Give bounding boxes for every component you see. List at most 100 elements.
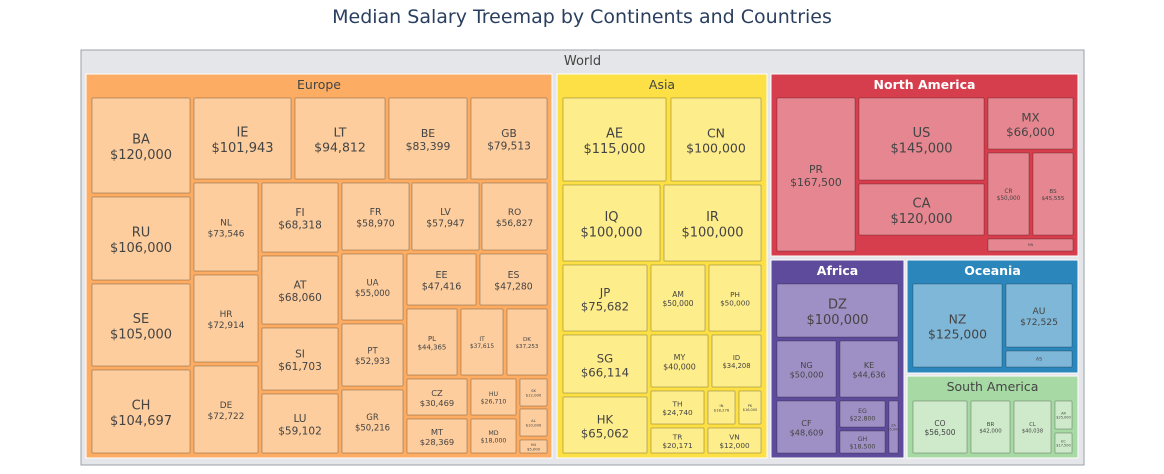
country-rect[interactable] xyxy=(711,334,762,388)
country-rect[interactable] xyxy=(193,182,259,272)
country-cell-hu[interactable]: HU$26,710 xyxy=(470,378,517,416)
country-rect[interactable] xyxy=(519,378,548,407)
country-rect[interactable] xyxy=(193,365,259,454)
country-rect[interactable] xyxy=(519,439,548,454)
country-rect[interactable] xyxy=(479,253,548,306)
country-cell-nz[interactable]: NZ$125,000 xyxy=(912,283,1003,368)
country-rect[interactable] xyxy=(987,97,1074,150)
country-rect[interactable] xyxy=(839,340,899,398)
country-rect[interactable] xyxy=(1013,400,1052,454)
country-rect[interactable] xyxy=(91,283,191,367)
country-cell-au[interactable]: AU$72,525 xyxy=(1005,283,1073,348)
country-cell-mt[interactable]: MT$28,369 xyxy=(406,418,468,454)
country-rect[interactable] xyxy=(406,378,468,416)
country-rect[interactable] xyxy=(406,418,468,454)
country-cell-pk[interactable]: PK$16,000 xyxy=(738,390,762,425)
country-rect[interactable] xyxy=(776,97,856,252)
country-rect[interactable] xyxy=(987,152,1030,236)
country-cell-sg[interactable]: SG$66,114 xyxy=(562,334,648,394)
country-rect[interactable] xyxy=(650,334,709,388)
country-rect[interactable] xyxy=(562,396,648,454)
country-rect[interactable] xyxy=(650,264,706,332)
country-rect[interactable] xyxy=(650,427,705,454)
country-cell-gr[interactable]: GR$50,216 xyxy=(341,389,404,454)
country-cell-cl[interactable]: CL$40,038 xyxy=(1013,400,1052,454)
country-rect[interactable] xyxy=(707,390,736,425)
country-cell-hr[interactable]: HR$72,914 xyxy=(193,274,259,363)
country-cell-ua[interactable]: UA$55,000 xyxy=(341,253,404,321)
country-cell-de[interactable]: DE$72,722 xyxy=(193,365,259,454)
country-rect[interactable] xyxy=(858,183,985,236)
country-cell-cr[interactable]: CR$50,000 xyxy=(987,152,1030,236)
country-cell-hn[interactable]: HN xyxy=(987,238,1074,252)
country-cell-md[interactable]: MD$18,000 xyxy=(470,418,517,454)
country-rect[interactable] xyxy=(261,327,339,391)
country-cell-ch[interactable]: CH$104,697 xyxy=(91,369,191,454)
country-rect[interactable] xyxy=(506,308,548,376)
country-cell-ng[interactable]: NG$50,000 xyxy=(776,340,837,398)
country-rect[interactable] xyxy=(776,340,837,398)
country-rect[interactable] xyxy=(388,97,468,180)
continent-asia[interactable]: AsiaAE$115,000CN$100,000IQ$100,000IR$100… xyxy=(556,73,768,459)
country-cell-fi[interactable]: FI$68,318 xyxy=(261,182,339,253)
country-cell-cf[interactable]: CF$48,609 xyxy=(776,400,837,454)
country-cell-be[interactable]: BE$83,399 xyxy=(388,97,468,180)
country-cell-ke[interactable]: KE$44,636 xyxy=(839,340,899,398)
country-rect[interactable] xyxy=(261,182,339,253)
country-cell-ba[interactable]: BA$120,000 xyxy=(91,97,191,194)
country-cell-co[interactable]: CO$56,500 xyxy=(912,400,968,454)
country-rect[interactable] xyxy=(888,400,899,454)
country-rect[interactable] xyxy=(562,334,648,394)
country-rect[interactable] xyxy=(839,430,886,454)
country-rect[interactable] xyxy=(1054,432,1073,454)
country-cell-dk[interactable]: DK$37,253 xyxy=(506,308,548,376)
country-cell-us[interactable]: US$145,000 xyxy=(858,97,985,181)
country-cell-al[interactable]: AL$10,000 xyxy=(519,408,548,437)
country-cell-as[interactable]: AS xyxy=(1005,350,1073,368)
country-cell-id[interactable]: ID$34,208 xyxy=(711,334,762,388)
country-rect[interactable] xyxy=(406,308,458,376)
country-cell-ph[interactable]: PH$50,000 xyxy=(708,264,762,332)
country-rect[interactable] xyxy=(411,182,480,251)
country-cell-ae[interactable]: AE$115,000 xyxy=(562,97,667,182)
country-rect[interactable] xyxy=(341,323,404,387)
country-cell-iq[interactable]: IQ$100,000 xyxy=(562,184,661,262)
country-cell-hk[interactable]: HK$65,062 xyxy=(562,396,648,454)
country-rect[interactable] xyxy=(261,255,339,325)
country-cell-tr[interactable]: TR$20,171 xyxy=(650,427,705,454)
country-cell-br[interactable]: BR$42,000 xyxy=(970,400,1011,454)
country-rect[interactable] xyxy=(1032,152,1074,236)
country-cell-ir[interactable]: IR$100,000 xyxy=(663,184,762,262)
country-rect[interactable] xyxy=(470,97,548,180)
country-rect[interactable] xyxy=(776,400,837,454)
country-rect[interactable] xyxy=(519,408,548,437)
country-cell-vn[interactable]: VN$12,000 xyxy=(707,427,762,454)
country-rect[interactable] xyxy=(261,393,339,454)
country-cell-my[interactable]: MY$40,000 xyxy=(650,334,709,388)
continent-africa[interactable]: AfricaDZ$100,000NG$50,000KE$44,636CF$48,… xyxy=(770,259,905,459)
country-cell-in[interactable]: IN$18,276 xyxy=(707,390,736,425)
country-cell-hu2[interactable]: HU$5,000 xyxy=(519,439,548,454)
country-rect[interactable] xyxy=(91,196,191,281)
country-rect[interactable] xyxy=(912,283,1003,368)
country-rect[interactable] xyxy=(1054,400,1073,430)
country-cell-ru[interactable]: RU$106,000 xyxy=(91,196,191,281)
country-cell-sk[interactable]: SK$12,000 xyxy=(519,378,548,407)
country-rect[interactable] xyxy=(341,389,404,454)
country-rect[interactable] xyxy=(470,418,517,454)
country-cell-at[interactable]: AT$68,060 xyxy=(261,255,339,325)
country-rect[interactable] xyxy=(460,308,504,376)
country-cell-lv[interactable]: LV$57,947 xyxy=(411,182,480,251)
country-rect[interactable] xyxy=(193,97,292,180)
country-rect[interactable] xyxy=(481,182,548,251)
country-cell-za[interactable]: ZA$5,000 xyxy=(887,400,900,454)
country-cell-ca[interactable]: CA$120,000 xyxy=(858,183,985,236)
country-rect[interactable] xyxy=(562,97,667,182)
country-rect[interactable] xyxy=(970,400,1011,454)
country-cell-cz[interactable]: CZ$30,469 xyxy=(406,378,468,416)
country-cell-ec[interactable]: EC$17,500 xyxy=(1054,432,1073,454)
country-rect[interactable] xyxy=(193,274,259,363)
country-rect[interactable] xyxy=(708,264,762,332)
country-cell-fr[interactable]: FR$58,970 xyxy=(341,182,410,251)
